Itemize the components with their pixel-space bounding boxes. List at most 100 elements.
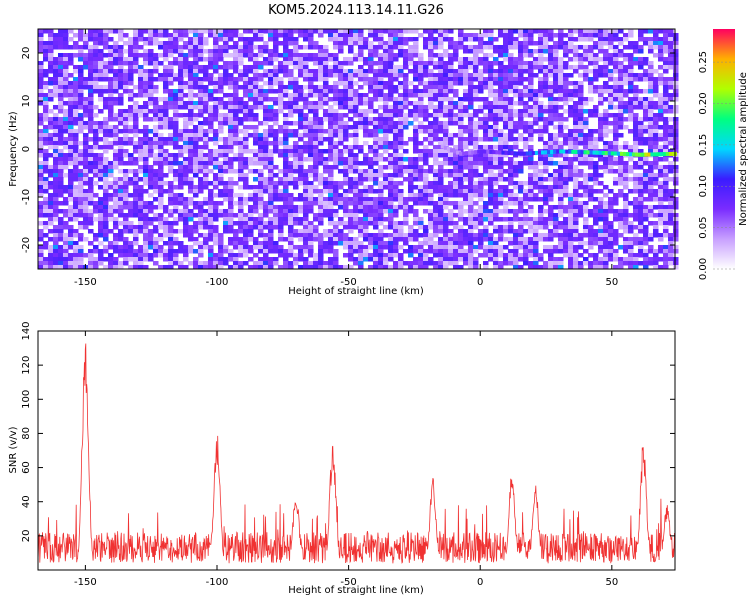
heatmap-cell — [298, 61, 304, 66]
heatmap-cell — [133, 113, 139, 118]
heatmap-cell — [188, 213, 194, 218]
heatmap-cell — [93, 133, 99, 138]
heatmap-cell — [308, 89, 314, 94]
heatmap-cell — [503, 65, 509, 70]
heatmap-cell — [378, 93, 384, 98]
heatmap-cell — [153, 225, 159, 230]
heatmap-cell — [108, 117, 114, 122]
heatmap-cell — [43, 105, 49, 110]
heatmap-cell — [188, 85, 194, 90]
heatmap-cell — [58, 89, 64, 94]
heatmap-cell — [198, 85, 204, 90]
heatmap-cell — [43, 81, 49, 86]
heatmap-cell — [648, 101, 654, 106]
heatmap-cell — [243, 117, 249, 122]
heatmap-cell — [73, 165, 79, 170]
heatmap-cell — [243, 149, 249, 154]
heatmap-cell — [383, 85, 389, 90]
heatmap-cell — [58, 69, 64, 74]
heatmap-cell — [38, 81, 44, 86]
heatmap-cell — [488, 73, 494, 78]
heatmap-cell — [63, 37, 69, 42]
heatmap-cell — [593, 33, 599, 38]
heatmap-cell — [583, 133, 589, 138]
heatmap-cell — [263, 109, 269, 114]
heatmap-cell — [158, 61, 164, 66]
heatmap-cell — [233, 113, 239, 118]
heatmap-cell — [78, 105, 84, 110]
heatmap-cell — [528, 89, 534, 94]
heatmap-cell — [398, 153, 404, 158]
heatmap-cell — [113, 117, 119, 122]
heatmap-cell — [268, 133, 274, 138]
heatmap-cell — [188, 117, 194, 122]
heatmap-cell — [663, 133, 669, 138]
heatmap-cell — [473, 121, 479, 126]
heatmap-cell — [263, 49, 269, 54]
heatmap-cell — [563, 161, 569, 166]
heatmap-cell — [308, 133, 314, 138]
heatmap-cell — [458, 97, 464, 102]
heatmap-cell — [568, 169, 574, 174]
heatmap-cell — [663, 145, 669, 150]
heatmap-cell — [178, 169, 184, 174]
heatmap-cell — [433, 217, 439, 222]
heatmap-cell — [348, 189, 354, 194]
heatmap-cell — [578, 153, 584, 158]
heatmap-cell — [468, 201, 474, 206]
heatmap-cell — [248, 89, 254, 94]
heatmap-cell — [668, 53, 674, 58]
heatmap-cell — [393, 105, 399, 110]
heatmap-cell — [103, 165, 109, 170]
heatmap-cell — [48, 97, 54, 102]
heatmap-cell — [108, 89, 114, 94]
heatmap-cell — [663, 165, 669, 170]
heatmap-cell — [388, 89, 394, 94]
heatmap-cell — [363, 185, 369, 190]
heatmap-cell — [413, 141, 419, 146]
heatmap-cell — [388, 193, 394, 198]
heatmap-cell — [428, 165, 434, 170]
heatmap-cell — [573, 105, 579, 110]
heatmap-cell — [488, 157, 494, 162]
heatmap-cell — [118, 85, 124, 90]
heatmap-cell — [38, 129, 44, 134]
heatmap-cell — [513, 181, 519, 186]
heatmap-cell — [113, 29, 119, 34]
heatmap-cell — [193, 125, 199, 130]
heatmap-cell — [463, 189, 469, 194]
heatmap-cell — [388, 113, 394, 118]
heatmap-cell — [108, 181, 114, 186]
heatmap-cell — [618, 217, 624, 222]
heatmap-cell — [568, 145, 574, 150]
heatmap-cell — [393, 209, 399, 214]
heatmap-cell — [283, 157, 289, 162]
heatmap-cell — [108, 109, 114, 114]
heatmap-cell — [633, 73, 639, 78]
heatmap-cell — [433, 81, 439, 86]
heatmap-cell — [403, 85, 409, 90]
heatmap-cell — [43, 213, 49, 218]
heatmap-cell — [448, 137, 454, 142]
heatmap-cell — [463, 161, 469, 166]
heatmap-cell — [243, 73, 249, 78]
heatmap-cell — [333, 29, 339, 34]
heatmap-cell — [508, 65, 514, 70]
heatmap-cell — [608, 141, 614, 146]
heatmap-cell — [563, 41, 569, 46]
heatmap-cell — [138, 137, 144, 142]
heatmap-cell — [633, 181, 639, 186]
heatmap-cell — [443, 77, 449, 82]
heatmap-cell — [193, 77, 199, 82]
heatmap-cell — [308, 85, 314, 90]
heatmap-cell — [538, 61, 544, 66]
heatmap-cell — [673, 49, 679, 54]
heatmap-cell — [383, 97, 389, 102]
heatmap-cell — [453, 153, 459, 158]
heatmap-cell — [383, 217, 389, 222]
heatmap-cell — [458, 41, 464, 46]
heatmap-cell — [143, 73, 149, 78]
heatmap-cell — [338, 49, 344, 54]
heatmap-cell — [458, 65, 464, 70]
heatmap-cell — [413, 41, 419, 46]
